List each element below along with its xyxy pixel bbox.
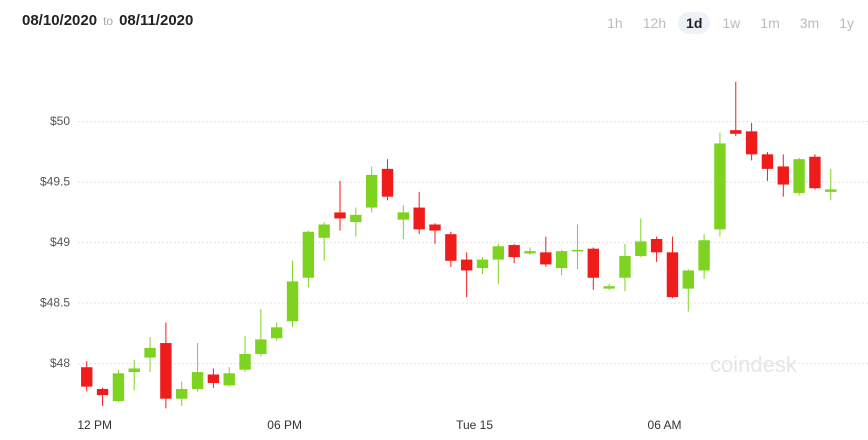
candle-body <box>381 168 394 197</box>
y-tick-label: $49 <box>50 235 70 249</box>
to-word: to <box>103 14 114 28</box>
candle-body <box>350 214 362 223</box>
range-button[interactable]: 1d <box>678 12 711 34</box>
y-tick-label: $48.5 <box>40 295 70 309</box>
x-tick-label: Tue 15 <box>456 418 493 432</box>
candle-body <box>239 353 251 370</box>
candle-body <box>286 281 299 322</box>
candle-body <box>698 240 710 271</box>
range-button[interactable]: 1w <box>722 15 741 31</box>
candle-body <box>555 251 568 269</box>
candle-body <box>128 368 140 373</box>
candle-body <box>603 286 615 289</box>
candle-body <box>761 154 774 169</box>
candle-body <box>730 130 742 134</box>
candle-body <box>650 239 663 253</box>
candle-body <box>96 389 109 396</box>
candle-body <box>271 327 283 339</box>
x-tick-label: 12 PM <box>77 418 112 432</box>
candle-body <box>635 241 647 256</box>
candle-body <box>413 207 425 230</box>
candle-body <box>508 245 520 258</box>
candle-body <box>302 231 315 278</box>
candle-body <box>318 224 330 238</box>
candle-body <box>682 270 694 289</box>
range-button[interactable]: 1m <box>760 15 780 31</box>
candle-body <box>540 252 552 265</box>
y-tick-label: $50 <box>50 114 70 128</box>
candle-body <box>793 159 805 194</box>
candle-body <box>112 373 125 402</box>
candle-body <box>587 248 600 278</box>
candle-body <box>809 156 821 189</box>
candle-body <box>492 246 505 260</box>
x-tick-label: 06 AM <box>648 418 682 432</box>
to-date: 08/11/2020 <box>119 12 194 29</box>
candle-body <box>81 367 93 387</box>
date-range: 08/10/2020 to 08/11/2020 <box>22 12 193 29</box>
candle-body <box>777 166 789 185</box>
candle-body <box>144 347 156 358</box>
candle-body <box>714 143 726 230</box>
candle-body <box>666 252 679 298</box>
candle-body <box>445 234 457 261</box>
x-tick-label: 06 PM <box>267 418 302 432</box>
y-tick-label: $48 <box>50 356 70 370</box>
candle-body <box>571 249 584 252</box>
candle-body <box>524 251 536 254</box>
candle-body <box>176 389 188 399</box>
candle-body <box>160 343 172 399</box>
candle-body <box>429 224 441 231</box>
range-button[interactable]: 12h <box>642 15 667 31</box>
candle-body <box>255 339 267 354</box>
candle-body <box>191 372 204 390</box>
range-button[interactable]: 1h <box>607 15 623 31</box>
range-buttons: 1h 12h 1d 1w 1m 3m 1y <box>599 12 862 34</box>
candle-body <box>825 189 837 192</box>
watermark: coindesk <box>710 352 798 377</box>
from-date: 08/10/2020 <box>22 12 98 29</box>
y-tick-label: $49.5 <box>40 174 70 188</box>
candle-body <box>365 174 378 208</box>
range-button[interactable]: 1y <box>839 15 854 31</box>
candle-body <box>460 259 473 271</box>
candle-body <box>476 259 489 269</box>
candle-body <box>745 131 758 155</box>
candle-body <box>619 255 631 278</box>
candle-body <box>334 212 346 219</box>
range-button[interactable]: 3m <box>799 15 820 31</box>
candle-body <box>207 374 220 383</box>
candle-body <box>397 212 410 220</box>
candle-body <box>223 373 235 386</box>
